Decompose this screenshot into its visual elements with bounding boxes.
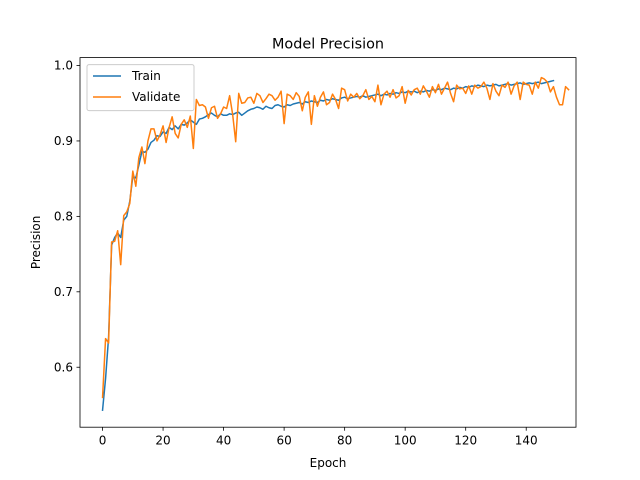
y-tick-label: 0.8 (54, 210, 73, 224)
y-tick-label: 0.9 (54, 134, 73, 148)
x-tick-label: 100 (394, 434, 417, 448)
x-tick-label: 20 (155, 434, 170, 448)
legend-label-train: Train (131, 69, 161, 83)
x-axis: 0 20 40 60 80 100 120 140 (99, 427, 538, 448)
x-tick-label: 140 (515, 434, 538, 448)
series-line-train (101, 79, 555, 412)
x-tick-label: 120 (454, 434, 477, 448)
x-tick-label: 0 (99, 434, 107, 448)
y-tick-label: 0.7 (54, 285, 73, 299)
x-tick-label: 40 (216, 434, 231, 448)
legend-label-validate: Validate (132, 90, 180, 104)
x-axis-label: Epoch (310, 456, 347, 470)
y-axis: 0.6 0.7 0.8 0.9 1.0 (54, 59, 80, 374)
y-axis-label: Precision (29, 216, 43, 270)
series-layer (101, 76, 570, 412)
plot-frame (79, 57, 577, 428)
chart-title: Model Precision (272, 37, 384, 53)
series-line-validate (101, 76, 570, 399)
y-tick-label: 0.6 (54, 360, 73, 374)
x-tick-label: 80 (337, 434, 352, 448)
legend: Train Validate (86, 64, 195, 112)
x-tick-label: 60 (276, 434, 291, 448)
y-tick-label: 1.0 (54, 59, 73, 73)
